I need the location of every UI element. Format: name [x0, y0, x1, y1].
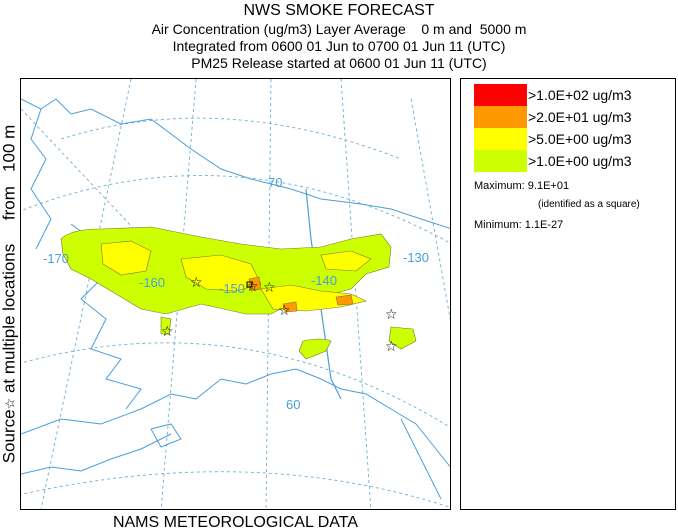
alaska-south-coast — [21, 368, 450, 468]
siberia-coast — [21, 98, 52, 250]
arctic-coast — [40, 98, 450, 229]
data-source-footer: NAMS METEOROLOGICAL DATA — [112, 514, 359, 531]
meridian-line — [340, 79, 372, 509]
graticule — [21, 79, 450, 509]
maximum-note: (identified as a square) — [538, 199, 640, 210]
legend-panel: >1.0E+02 ug/m3 >2.0E+01 ug/m3 >5.0E+00 u… — [460, 78, 676, 510]
source-word: Source — [0, 409, 19, 464]
smoke-plume — [60, 226, 417, 360]
legend-swatch — [474, 150, 527, 172]
forecast-title: NWS SMOKE FORECAST — [243, 2, 435, 19]
legend-item-level4: >1.0E+02 ug/m3 — [474, 84, 674, 106]
legend-item-level1: >1.0E+00 ug/m3 — [474, 150, 674, 172]
lon-label-160: -160 — [139, 275, 165, 290]
meridian-line — [40, 79, 132, 509]
latitude-line-70 — [21, 175, 450, 244]
latitude-line-50 — [21, 471, 450, 508]
legend-item-level3: >2.0E+01 ug/m3 — [474, 106, 674, 128]
legend-item-level2: >5.0E+00 ug/m3 — [474, 128, 674, 150]
legend-label: >2.0E+01 ug/m3 — [528, 109, 632, 125]
meridian-line — [410, 98, 450, 321]
legend-label: >1.0E+02 ug/m3 — [528, 87, 632, 103]
source-star-icon: ☆ — [190, 275, 203, 291]
aleutian-chain — [21, 433, 172, 475]
lat-label-60: 60 — [286, 397, 300, 412]
source-location-text: at multiple locations from 100 m — [0, 124, 19, 398]
lat-label-70: 70 — [268, 175, 282, 190]
maximum-value: Maximum: 9.1E+01 — [474, 180, 570, 192]
plume-level2 — [100, 240, 152, 276]
lon-label-130: -130 — [403, 250, 429, 265]
plume-level1 — [160, 316, 172, 335]
lon-label-150: -150 — [219, 281, 245, 296]
source-star-icon: ☆ — [263, 280, 276, 296]
maximum-square-icon — [246, 281, 253, 288]
plume-level3 — [282, 301, 298, 313]
legend-label: >5.0E+00 ug/m3 — [528, 131, 632, 147]
plume-level1 — [298, 338, 332, 360]
legend-swatch — [474, 106, 527, 128]
source-label: Source☆ at multiple locations from 100 m — [0, 78, 20, 510]
legend-swatch — [474, 84, 527, 106]
alaska-map: 70 60 -170 -160 -150 -140 -130 ☆ ☆ ☆ ☆ ☆… — [21, 79, 450, 509]
lon-label-170: -170 — [43, 251, 69, 266]
concentration-description: Air Concentration (ug/m3) Layer Average … — [151, 21, 527, 37]
legend-label: >1.0E+00 ug/m3 — [528, 153, 632, 169]
map-panel[interactable]: 70 60 -170 -160 -150 -140 -130 ☆ ☆ ☆ ☆ ☆… — [20, 78, 451, 510]
plume-level2 — [320, 250, 372, 272]
plume-level1 — [388, 326, 417, 350]
source-star-icon: ☆ — [161, 324, 174, 340]
plume-level3 — [335, 294, 354, 306]
coastlines — [21, 98, 450, 500]
minimum-value: Minimum: 1.1E-27 — [474, 219, 564, 231]
source-star-icon: ☆ — [385, 339, 398, 355]
graticule-labels: 70 60 -170 -160 -150 -140 -130 — [43, 175, 429, 412]
source-star-icon: ☆ — [2, 397, 18, 410]
panhandle-coast — [400, 418, 442, 500]
legend-swatch — [474, 128, 527, 150]
integration-period: Integrated from 0600 01 Jun to 0700 01 J… — [172, 38, 506, 54]
release-time: PM25 Release started at 0600 01 Jun 11 (… — [191, 55, 487, 71]
lon-label-140: -140 — [311, 273, 337, 288]
latitude-line-80 — [60, 117, 402, 160]
latitude-line-60 — [21, 342, 450, 428]
kodiak-island — [150, 423, 182, 448]
source-star-icon: ☆ — [278, 303, 291, 319]
source-star-icon: ☆ — [385, 307, 398, 323]
